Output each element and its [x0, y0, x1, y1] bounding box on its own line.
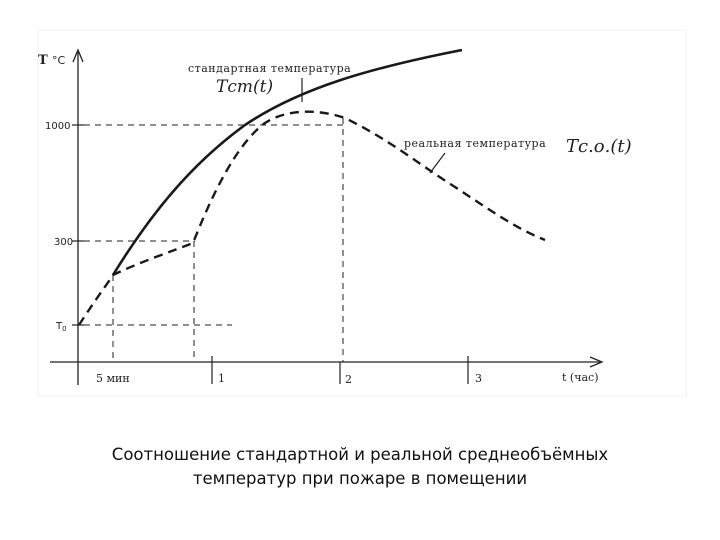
caption-line-2: температур при пожаре в помещении	[192, 469, 528, 488]
y-tick-t0: T0	[55, 321, 67, 333]
y-tick-300: 300	[54, 237, 73, 248]
temperature-diagram: T °C 1000 300 T0 5 мин 1 2 3 t (час) ста…	[37, 29, 687, 397]
y-tick-1000: 1000	[45, 121, 70, 132]
x-tick-1: 1	[218, 372, 225, 385]
figure-caption: Соотношение стандартной и реальной средн…	[60, 443, 660, 491]
scan-frame	[37, 29, 687, 397]
real-temperature-curve	[77, 110, 546, 326]
standard-curve-formula: Tст(t)	[216, 77, 273, 97]
x-axis-arrow	[589, 356, 604, 368]
x-tick-5min: 5 мин	[96, 372, 130, 385]
real-label-leader	[429, 152, 446, 174]
y-axis-arrow	[72, 48, 84, 63]
real-curve-label: реальная температура	[404, 137, 546, 150]
standard-temperature-curve	[111, 48, 463, 276]
caption-line-1: Соотношение стандартной и реальной средн…	[111, 445, 609, 464]
x-tick-2: 2	[345, 373, 352, 386]
x-axis-label: t (час)	[562, 371, 599, 384]
y-axis-unit: °C	[52, 54, 66, 67]
x-tick-3: 3	[475, 372, 482, 385]
real-curve-formula: Tс.о.(t)	[566, 136, 632, 157]
reference-lines	[84, 118, 345, 362]
y-axis-label: T	[38, 53, 48, 68]
standard-curve-label: стандартная температура	[188, 62, 351, 75]
